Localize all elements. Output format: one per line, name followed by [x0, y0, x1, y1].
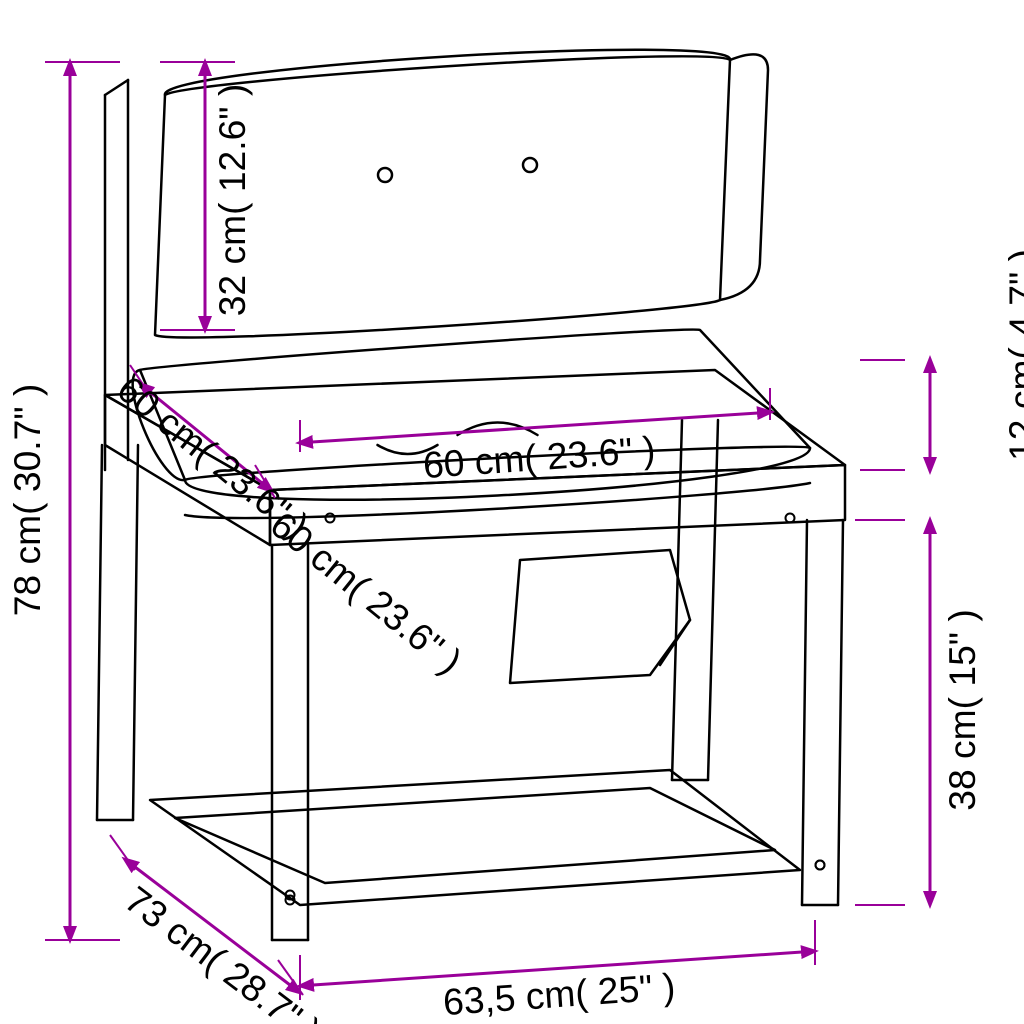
dimension-label: 60 cm( 23.6" ) [422, 428, 657, 486]
dimension-label: 12 cm( 4.7" ) [1001, 249, 1024, 461]
dimension-label: 38 cm( 15" ) [941, 609, 983, 811]
dimension-diagram: 78 cm( 30.7" ) 32 cm( 12.6" ) 60 cm( 23.6"… [0, 0, 1024, 1024]
dimension-label: 78 cm( 30.7" ) [6, 384, 48, 617]
dimension-label: 32 cm( 12.6" ) [211, 84, 253, 317]
dimension-label: 73 cm( 28.7" ) [117, 878, 328, 1024]
dimension-label: 60 cm( 23.6" ) [110, 367, 317, 546]
